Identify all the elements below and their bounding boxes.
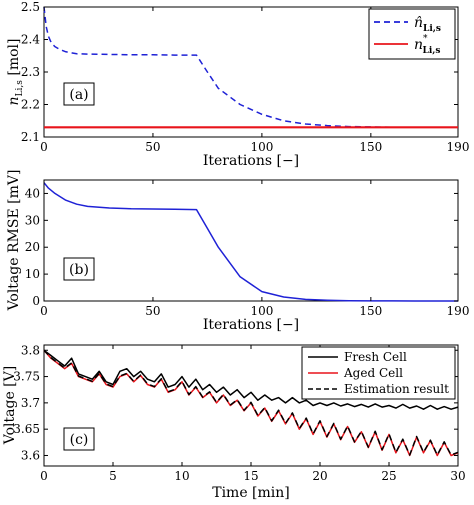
- y-tick-label-a-4: 2.5: [21, 0, 40, 14]
- x-tick-label-b-3: 150: [359, 304, 382, 318]
- y-tick-label-a-3: 2.4: [21, 33, 40, 47]
- panel-label-box-c: [63, 427, 95, 451]
- x-tick-label-b-4: 190: [447, 304, 470, 318]
- legend-label-c-0: Fresh Cell: [344, 350, 407, 364]
- x-tick-label-a-2: 100: [250, 140, 273, 154]
- y-tick-label-c-4: 3.8: [21, 343, 40, 357]
- x-tick-label-b-0: 0: [40, 304, 48, 318]
- legend-label-c-1: Aged Cell: [343, 366, 403, 380]
- panel-c: 0 5 10 15 20 25 30 3.6 3.65 3.7 3.75 3.8 Voltage [V…: [2, 343, 466, 501]
- y-tick-label-c-1: 3.65: [13, 422, 40, 436]
- panel-label-b: (b): [69, 262, 89, 278]
- x-tick-label-c-1: 5: [109, 469, 117, 483]
- x-tick-label-a-3: 150: [359, 140, 382, 154]
- x-tick-label-b-2: 100: [250, 304, 273, 318]
- y-tick-label-a-1: 2.2: [21, 98, 40, 112]
- y-axis-label-a: nLi,s [mol]: [6, 39, 25, 106]
- y-axis-label-c: Voltage [V]: [2, 366, 18, 445]
- y-tick-label-c-3: 3.75: [13, 370, 40, 384]
- legend-box-a: [368, 8, 456, 60]
- y-tick-label-b-1: 10: [25, 267, 40, 281]
- y-axis-label-b: Voltage RMSE [mV]: [6, 170, 22, 312]
- panel-label-c: (c): [70, 432, 89, 448]
- x-tick-label-c-3: 15: [243, 469, 258, 483]
- x-tick-label-a-4: 190: [447, 140, 470, 154]
- y-tick-label-c-2: 3.7: [21, 396, 40, 410]
- x-axis-label-c: Time [min]: [212, 485, 290, 501]
- panel-label-a: (a): [69, 87, 88, 103]
- y-tick-label-b-2: 20: [25, 240, 40, 254]
- y-tick-label-b-0: 0: [32, 294, 40, 308]
- x-tick-label-c-2: 10: [174, 469, 189, 483]
- y-tick-label-b-3: 30: [25, 213, 40, 227]
- y-tick-label-c-0: 3.6: [21, 448, 40, 462]
- legend-c: Fresh Cell Aged Cell Estimation result: [301, 346, 456, 400]
- x-tick-label-c-0: 0: [40, 469, 48, 483]
- panel-label-box-b: [63, 257, 95, 281]
- legend-label-a-1: n* Li,s: [414, 34, 440, 56]
- legend-label-a-0: n̂Li,s: [414, 15, 441, 34]
- y-tick-label-b-4: 40: [25, 186, 40, 200]
- plot-frame-b: [43, 179, 459, 302]
- legend-a: n̂Li,s n* Li,s: [368, 8, 456, 60]
- legend-label-c-2: Estimation result: [344, 382, 449, 396]
- y-tick-label-a-0: 2.1: [21, 130, 40, 144]
- x-axis-label-a: Iterations [−]: [203, 153, 299, 169]
- series-line-c-0: [43, 349, 459, 410]
- x-axis-label-b: Iterations [−]: [203, 317, 299, 333]
- panel-label-box-a: [63, 82, 95, 106]
- series-line-c-2: [43, 349, 459, 456]
- x-tick-label-c-5: 25: [381, 469, 396, 483]
- y-tick-label-a-2: 2.3: [21, 65, 40, 79]
- series-line-b-0: [43, 182, 458, 302]
- x-tick-label-c-4: 20: [312, 469, 327, 483]
- x-tick-label-c-6: 30: [450, 469, 465, 483]
- x-tick-label-a-0: 0: [40, 140, 48, 154]
- x-tick-label-b-1: 50: [145, 304, 160, 318]
- x-tick-label-a-1: 50: [145, 140, 160, 154]
